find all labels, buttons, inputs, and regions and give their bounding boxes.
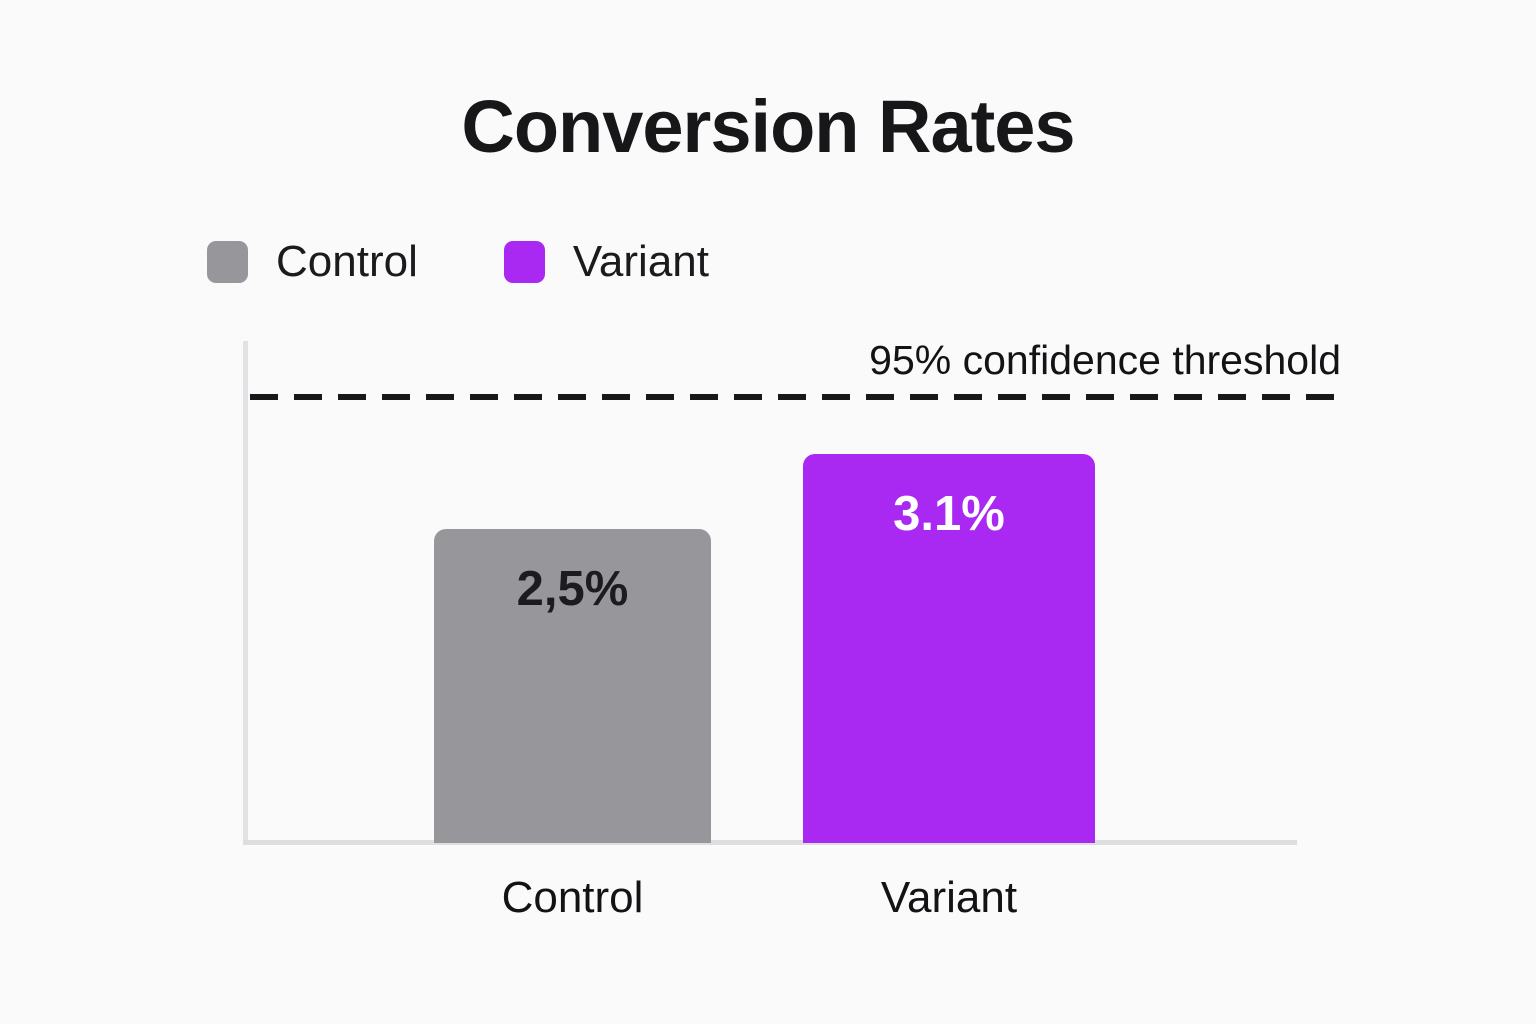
bar-variant: 3.1% [803, 454, 1095, 843]
x-label-variant: Variant [880, 873, 1018, 922]
bar-value-control: 2,5% [516, 562, 629, 616]
x-label-control: Control [501, 873, 644, 922]
legend-item-control: Control [207, 240, 418, 284]
chart-title: Conversion Rates [461, 85, 1075, 168]
legend-item-variant: Variant [503, 237, 709, 286]
x-axis-line [243, 840, 1297, 845]
bar-value-variant: 3.1% [893, 487, 1005, 541]
threshold-dashed-line [250, 394, 1336, 400]
legend: Control Variant [207, 240, 709, 284]
y-axis-line [243, 341, 248, 845]
bar-control: 2,5% [434, 529, 711, 843]
legend-label-variant: Variant [572, 237, 709, 286]
legend-swatch-control-icon [207, 241, 248, 283]
threshold-label: 95% confidence threshold [869, 337, 1341, 383]
legend-label-control: Control [276, 237, 418, 286]
legend-swatch-variant-icon [503, 241, 545, 283]
